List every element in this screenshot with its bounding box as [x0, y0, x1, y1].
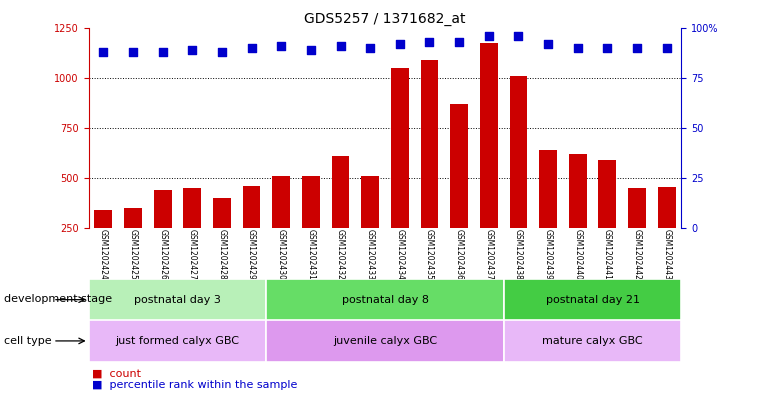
- Bar: [504, 320, 681, 362]
- Bar: [510, 75, 527, 278]
- Bar: [243, 186, 260, 278]
- Text: ■  count: ■ count: [92, 369, 142, 379]
- Bar: [124, 208, 142, 278]
- Point: [512, 32, 524, 39]
- Point: [275, 42, 287, 49]
- Text: GSM1202438: GSM1202438: [514, 230, 523, 280]
- Bar: [302, 176, 320, 278]
- Text: GSM1202433: GSM1202433: [366, 230, 375, 281]
- Bar: [154, 190, 172, 278]
- Text: juvenile calyx GBC: juvenile calyx GBC: [333, 336, 437, 346]
- Bar: [504, 279, 681, 320]
- Bar: [95, 210, 112, 278]
- Bar: [658, 187, 675, 278]
- Text: cell type: cell type: [4, 336, 52, 346]
- Bar: [569, 154, 587, 278]
- Bar: [213, 198, 231, 278]
- Text: mature calyx GBC: mature calyx GBC: [542, 336, 643, 346]
- Point: [305, 46, 317, 53]
- Bar: [273, 176, 290, 278]
- Bar: [361, 176, 379, 278]
- Text: GSM1202439: GSM1202439: [544, 230, 553, 281]
- Bar: [539, 150, 557, 278]
- Text: GSM1202434: GSM1202434: [395, 230, 404, 281]
- Bar: [628, 188, 646, 278]
- Point: [364, 44, 377, 51]
- Text: postnatal day 21: postnatal day 21: [545, 295, 640, 305]
- Text: GSM1202437: GSM1202437: [484, 230, 494, 281]
- Text: GSM1202443: GSM1202443: [662, 230, 671, 281]
- Point: [571, 44, 584, 51]
- Point: [97, 48, 109, 55]
- Point: [186, 46, 199, 53]
- Text: GSM1202429: GSM1202429: [247, 230, 256, 280]
- Text: GSM1202435: GSM1202435: [425, 230, 434, 281]
- Bar: [598, 160, 616, 278]
- Point: [127, 48, 139, 55]
- Text: development stage: development stage: [4, 294, 112, 305]
- Text: postnatal day 3: postnatal day 3: [134, 295, 221, 305]
- Point: [483, 32, 495, 39]
- Bar: [89, 279, 266, 320]
- Text: just formed calyx GBC: just formed calyx GBC: [116, 336, 239, 346]
- Point: [334, 42, 346, 49]
- Text: GSM1202430: GSM1202430: [276, 230, 286, 281]
- Text: GSM1202441: GSM1202441: [603, 230, 612, 280]
- Text: postnatal day 8: postnatal day 8: [342, 295, 428, 305]
- Point: [156, 48, 169, 55]
- Title: GDS5257 / 1371682_at: GDS5257 / 1371682_at: [304, 13, 466, 26]
- Text: GSM1202431: GSM1202431: [306, 230, 316, 280]
- Text: ■  percentile rank within the sample: ■ percentile rank within the sample: [92, 380, 298, 390]
- Text: GSM1202432: GSM1202432: [336, 230, 345, 280]
- Point: [661, 44, 673, 51]
- Point: [542, 40, 554, 47]
- Point: [216, 48, 228, 55]
- Bar: [480, 42, 497, 278]
- Bar: [420, 60, 438, 278]
- Text: GSM1202427: GSM1202427: [188, 230, 197, 280]
- Bar: [89, 320, 266, 362]
- Point: [631, 44, 643, 51]
- Text: GSM1202440: GSM1202440: [573, 230, 582, 281]
- Bar: [450, 104, 468, 278]
- Text: GSM1202442: GSM1202442: [632, 230, 641, 280]
- Bar: [183, 188, 201, 278]
- Bar: [266, 279, 504, 320]
- Point: [601, 44, 614, 51]
- Point: [424, 39, 436, 45]
- Text: GSM1202426: GSM1202426: [158, 230, 167, 280]
- Point: [246, 44, 258, 51]
- Text: GSM1202424: GSM1202424: [99, 230, 108, 280]
- Bar: [266, 320, 504, 362]
- Bar: [332, 156, 350, 278]
- Point: [453, 39, 465, 45]
- Text: GSM1202436: GSM1202436: [454, 230, 464, 281]
- Text: GSM1202425: GSM1202425: [129, 230, 138, 280]
- Point: [393, 40, 406, 47]
- Bar: [391, 68, 409, 278]
- Text: GSM1202428: GSM1202428: [217, 230, 226, 280]
